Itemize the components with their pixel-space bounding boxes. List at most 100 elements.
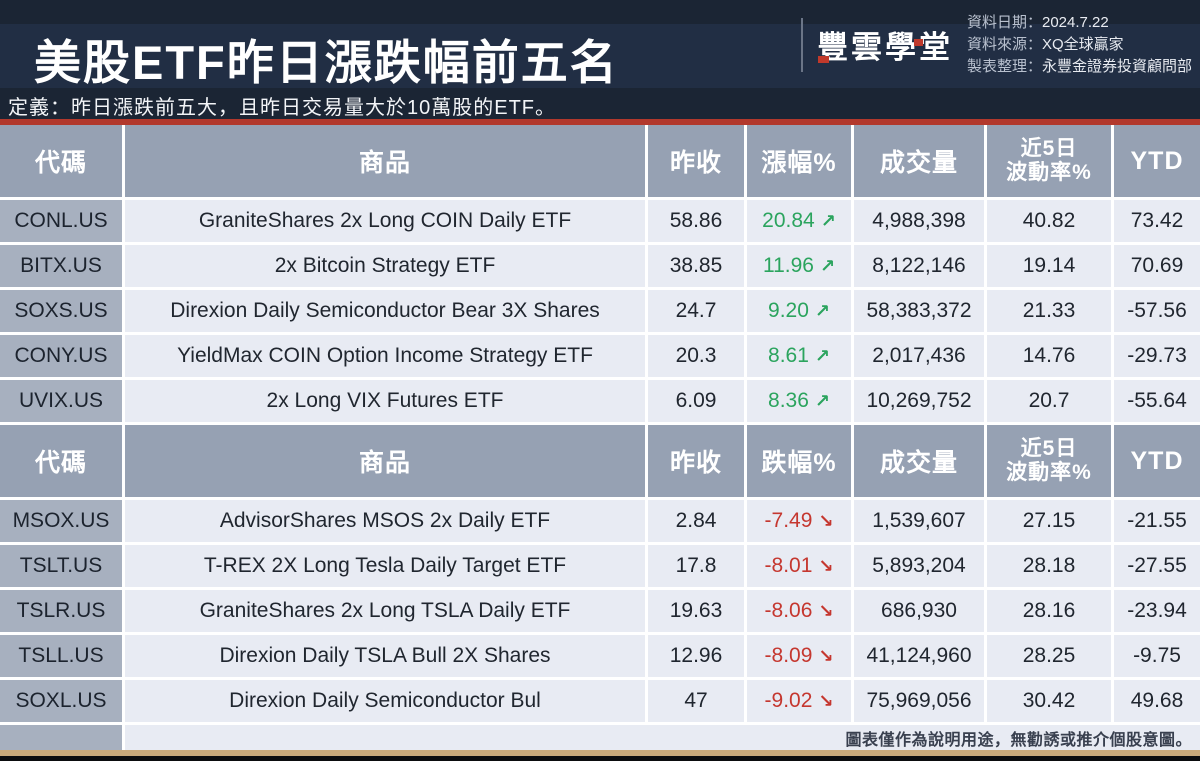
up-arrow-icon: ↗ [814, 300, 830, 321]
header-cell-volatility: 近5日 波動率% [987, 425, 1111, 497]
up-arrow-icon: ↗ [814, 390, 830, 411]
change-cell: 9.20 ↗ [747, 290, 851, 332]
code-cell: SOXL.US [0, 680, 122, 722]
product-cell: GraniteShares 2x Long COIN Daily ETF [125, 200, 645, 242]
disclaimer-text: 圖表僅作為說明用途，無勸誘或推介個股意圖。 [125, 725, 1200, 750]
header-volatility-line1: 近5日 [1020, 137, 1078, 161]
meta-line-source: 資料來源：XQ全球贏家 [967, 34, 1192, 56]
definition-text: 定義：昨日漲跌前五大，且昨日交易量大於10萬股的ETF。 [8, 97, 557, 119]
meta-value: 2024.7.22 [1041, 14, 1109, 31]
ytd-cell: 49.68 [1114, 680, 1200, 722]
ytd-cell: -23.94 [1114, 590, 1200, 632]
close-cell: 6.09 [648, 380, 744, 422]
header-cell-change: 漲幅% [747, 125, 851, 197]
page-title: 美股ETF昨日漲跌幅前五名 [34, 36, 619, 89]
ytd-cell: -27.55 [1114, 545, 1200, 587]
header-cell-code: 代碼 [0, 125, 122, 197]
header-volatility-line2: 波動率% [1006, 461, 1092, 484]
vertical-divider [800, 17, 803, 72]
product-cell: Direxion Daily Semiconductor Bear 3X Sha… [125, 290, 645, 332]
volatility-cell: 20.7 [987, 380, 1111, 422]
meta-line-date: 資料日期：2024.7.22 [967, 12, 1192, 34]
footer-left-stub [0, 725, 122, 750]
volume-cell: 8,122,146 [854, 245, 984, 287]
header-cell-ytd: YTD [1114, 125, 1200, 197]
up-arrow-icon: ↗ [814, 345, 830, 366]
product-cell: GraniteShares 2x Long TSLA Daily ETF [125, 590, 645, 632]
change-value: 8.61 [768, 344, 809, 367]
down-arrow-icon: ↘ [818, 555, 834, 576]
title-band [0, 24, 1200, 88]
header-cell-ytd: YTD [1114, 425, 1200, 497]
ytd-cell: 73.42 [1114, 200, 1200, 242]
volatility-cell: 40.82 [987, 200, 1111, 242]
header-volatility-line1: 近5日 [1020, 437, 1078, 461]
ytd-cell: -29.73 [1114, 335, 1200, 377]
volatility-cell: 27.15 [987, 500, 1111, 542]
close-cell: 58.86 [648, 200, 744, 242]
down-arrow-icon: ↘ [818, 510, 834, 531]
close-cell: 20.3 [648, 335, 744, 377]
volume-cell: 2,017,436 [854, 335, 984, 377]
code-cell: MSOX.US [0, 500, 122, 542]
code-cell: BITX.US [0, 245, 122, 287]
volatility-cell: 28.16 [987, 590, 1111, 632]
red-divider-line [0, 119, 1200, 125]
change-value: 8.36 [768, 389, 809, 412]
close-cell: 24.7 [648, 290, 744, 332]
change-cell: -8.06 ↘ [747, 590, 851, 632]
change-value: -8.01 [764, 554, 813, 577]
close-cell: 19.63 [648, 590, 744, 632]
brand-logo: 豐雲學堂 [817, 22, 953, 67]
meta-value: XQ全球贏家 [1041, 35, 1124, 53]
volume-cell: 58,383,372 [854, 290, 984, 332]
volatility-cell: 28.25 [987, 635, 1111, 677]
etf-table: 代碼 商品 昨收 漲幅% 成交量 近5日 波動率% YTD CONL.US GraniteShar… [0, 125, 1200, 750]
close-cell: 2.84 [648, 500, 744, 542]
header-cell-name: 商品 [125, 425, 645, 497]
meta-value: 永豐金證券投資顧問部 [1041, 57, 1192, 75]
meta-line-compiler: 製表整理：永豐金證券投資顧問部 [967, 56, 1192, 78]
product-cell: 2x Bitcoin Strategy ETF [125, 245, 645, 287]
volatility-cell: 28.18 [987, 545, 1111, 587]
change-value: 11.96 [762, 254, 814, 277]
code-cell: TSLL.US [0, 635, 122, 677]
volume-cell: 686,930 [854, 590, 984, 632]
meta-block: 資料日期：2024.7.22 資料來源：XQ全球贏家 製表整理：永豐金證券投資顧… [967, 12, 1192, 77]
change-cell: 20.84 ↗ [747, 200, 851, 242]
header-cell-close: 昨收 [648, 425, 744, 497]
code-cell: TSLT.US [0, 545, 122, 587]
header-cell-code: 代碼 [0, 425, 122, 497]
close-cell: 47 [648, 680, 744, 722]
ytd-cell: -21.55 [1114, 500, 1200, 542]
change-value: -7.49 [764, 509, 813, 532]
product-cell: YieldMax COIN Option Income Strategy ETF [125, 335, 645, 377]
product-cell: AdvisorShares MSOS 2x Daily ETF [125, 500, 645, 542]
ytd-cell: 70.69 [1114, 245, 1200, 287]
ytd-cell: -57.56 [1114, 290, 1200, 332]
volume-cell: 4,988,398 [854, 200, 984, 242]
volatility-cell: 14.76 [987, 335, 1111, 377]
change-cell: 11.96 ↗ [747, 245, 851, 287]
change-cell: -8.09 ↘ [747, 635, 851, 677]
product-cell: Direxion Daily TSLA Bull 2X Shares [125, 635, 645, 677]
code-cell: CONY.US [0, 335, 122, 377]
down-arrow-icon: ↘ [818, 600, 834, 621]
up-arrow-icon: ↗ [820, 210, 836, 231]
volatility-cell: 30.42 [987, 680, 1111, 722]
up-arrow-icon: ↗ [819, 255, 836, 276]
header-cell-change: 跌幅% [747, 425, 851, 497]
meta-label: 資料日期： [966, 14, 1042, 31]
volatility-cell: 19.14 [987, 245, 1111, 287]
change-value: 20.84 [762, 209, 815, 232]
change-value: -9.02 [764, 689, 813, 712]
brand-text: 豐雲學堂 [816, 30, 953, 66]
header-cell-volume: 成交量 [854, 125, 984, 197]
header-volatility-line2: 波動率% [1006, 161, 1092, 184]
change-cell: -9.02 ↘ [747, 680, 851, 722]
volume-cell: 10,269,752 [854, 380, 984, 422]
close-cell: 38.85 [648, 245, 744, 287]
change-value: -8.09 [764, 644, 813, 667]
ytd-cell: -9.75 [1114, 635, 1200, 677]
header-right: 豐雲學堂 資料日期：2024.7.22 資料來源：XQ全球贏家 製表整理：永豐金… [800, 12, 1192, 77]
